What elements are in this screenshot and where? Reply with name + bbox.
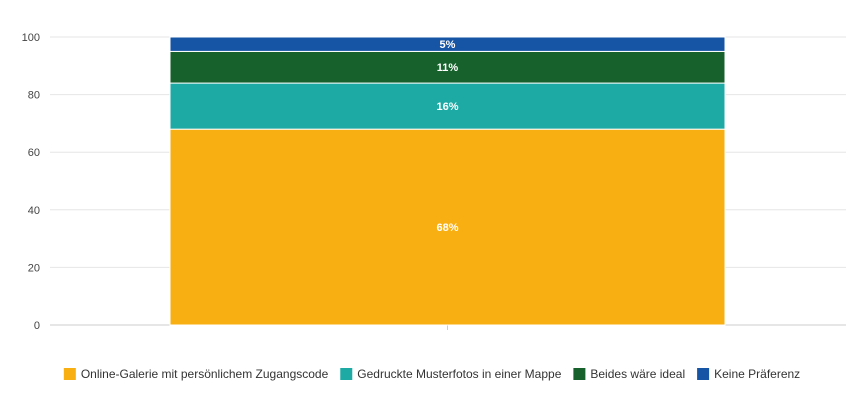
legend-item-3[interactable]: Beides wäre ideal	[573, 367, 685, 381]
legend-label: Beides wäre ideal	[590, 367, 685, 381]
y-tick-label: 20	[28, 262, 40, 274]
y-axis-ticks: 0 20 40 60 80 100	[22, 32, 40, 332]
legend-item-2[interactable]: Gedruckte Musterfotos in einer Mappe	[340, 367, 562, 381]
bar-segment-1[interactable]	[169, 128, 726, 326]
legend-label: Gedruckte Musterfotos in einer Mappe	[357, 367, 561, 381]
legend-swatch	[63, 368, 76, 380]
legend-swatch	[340, 368, 353, 380]
y-tick-label: 80	[28, 90, 40, 102]
legend-item-1[interactable]: Online-Galerie mit persönlichem Zugangsc…	[63, 367, 329, 381]
y-tick-label: 0	[34, 320, 40, 332]
legend: Online-Galerie mit persönlichem Zugangsc…	[63, 367, 800, 381]
bar-segment-3[interactable]	[169, 50, 726, 84]
legend-item-4[interactable]: Keine Präferenz	[697, 367, 800, 381]
bar-segment-4[interactable]	[169, 36, 726, 52]
bar-stack	[169, 36, 726, 326]
y-tick-label: 40	[28, 205, 40, 217]
data-label-4: 5%	[440, 39, 456, 51]
bar-segment-2[interactable]	[169, 82, 726, 130]
y-tick-label: 60	[28, 147, 40, 159]
legend-label: Online-Galerie mit persönlichem Zugangsc…	[81, 367, 329, 381]
y-tick-label: 100	[22, 32, 40, 44]
legend-swatch	[573, 368, 586, 380]
data-label-3: 11%	[437, 62, 459, 74]
data-label-1: 68%	[436, 222, 458, 234]
legend-swatch	[697, 368, 710, 380]
data-labels: 68% 16% 11% 5%	[436, 39, 458, 234]
legend-label: Keine Präferenz	[714, 367, 800, 381]
data-label-2: 16%	[436, 101, 458, 113]
